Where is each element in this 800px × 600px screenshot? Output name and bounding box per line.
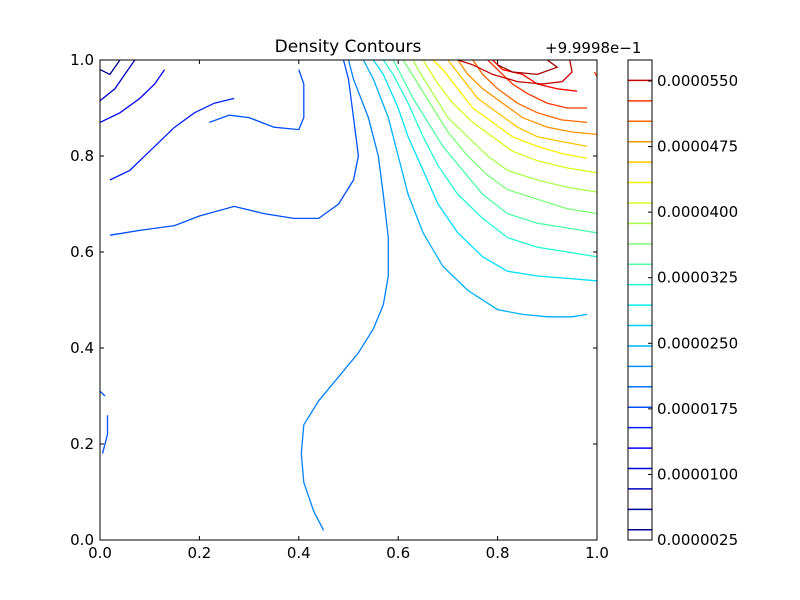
contour-lines bbox=[99, 59, 598, 531]
colorbar-frame bbox=[627, 59, 653, 541]
x-tick-label: 0.4 bbox=[287, 544, 311, 562]
contour-line-3 bbox=[109, 97, 235, 181]
x-tick-label: 1.0 bbox=[585, 544, 609, 562]
y-tick-label: 0.0 bbox=[70, 531, 94, 549]
contour-line-10 bbox=[372, 59, 598, 282]
plot-frame bbox=[99, 59, 598, 541]
contour-line-20 bbox=[487, 59, 588, 109]
x-axis: 0.0 0.2 0.4 0.6 0.8 1.0 bbox=[88, 60, 609, 562]
contour-line-9 bbox=[362, 59, 588, 318]
y-tick-label: 0.6 bbox=[70, 243, 94, 261]
contour-line-17 bbox=[447, 59, 588, 148]
chart-title: Density Contours bbox=[275, 37, 422, 57]
colorbar-tick-label: 0.0000325 bbox=[657, 269, 738, 287]
x-tick-label: 0.0 bbox=[88, 544, 112, 562]
contour-line-5 bbox=[209, 69, 305, 131]
colorbar-tick-label: 0.0000400 bbox=[657, 203, 738, 221]
contour-line-23 bbox=[497, 59, 559, 76]
contour-line-18 bbox=[457, 59, 598, 136]
y-tick-label: 1.0 bbox=[70, 51, 94, 69]
contour-line-0 bbox=[99, 59, 121, 76]
colorbar-tick-label: 0.0000250 bbox=[657, 334, 738, 352]
contour-line-22 bbox=[457, 59, 573, 85]
colorbar-tick-label: 0.0000475 bbox=[657, 138, 738, 156]
contour-line-8 bbox=[300, 59, 389, 531]
contour-line-2 bbox=[99, 69, 166, 123]
contour-line-21 bbox=[492, 59, 578, 92]
y-tick-label: 0.4 bbox=[70, 339, 94, 357]
contour-line-12 bbox=[392, 59, 598, 234]
x-tick-label: 0.2 bbox=[187, 544, 211, 562]
colorbar-offset-label: +9.9998e−1 bbox=[545, 39, 641, 57]
y-tick-label: 0.8 bbox=[70, 147, 94, 165]
contour-line-14 bbox=[412, 59, 598, 193]
contour-line-19 bbox=[472, 59, 588, 124]
y-axis: 0.0 0.2 0.4 0.6 0.8 1.0 bbox=[70, 51, 597, 549]
colorbar-tick-label: 0.0000550 bbox=[657, 72, 738, 90]
contour-line-6 bbox=[99, 390, 106, 397]
contour-line-16 bbox=[432, 59, 588, 160]
contour-line-11 bbox=[382, 59, 598, 258]
y-tick-label: 0.2 bbox=[70, 435, 94, 453]
contour-line-13 bbox=[402, 59, 598, 215]
contour-line-7 bbox=[101, 415, 109, 454]
contour-line-15 bbox=[422, 59, 598, 174]
x-tick-label: 0.6 bbox=[386, 544, 410, 562]
colorbar-tick-label: 0.0000025 bbox=[657, 531, 738, 549]
contour-line-1 bbox=[99, 59, 136, 102]
colorbar: 0.0000025 0.0000100 0.0000175 0.0000250 0.00… bbox=[627, 59, 738, 549]
contour-line-4 bbox=[109, 59, 360, 236]
x-tick-label: 0.8 bbox=[486, 544, 510, 562]
colorbar-tick-label: 0.0000175 bbox=[657, 400, 738, 418]
colorbar-tick-label: 0.0000100 bbox=[657, 465, 738, 483]
